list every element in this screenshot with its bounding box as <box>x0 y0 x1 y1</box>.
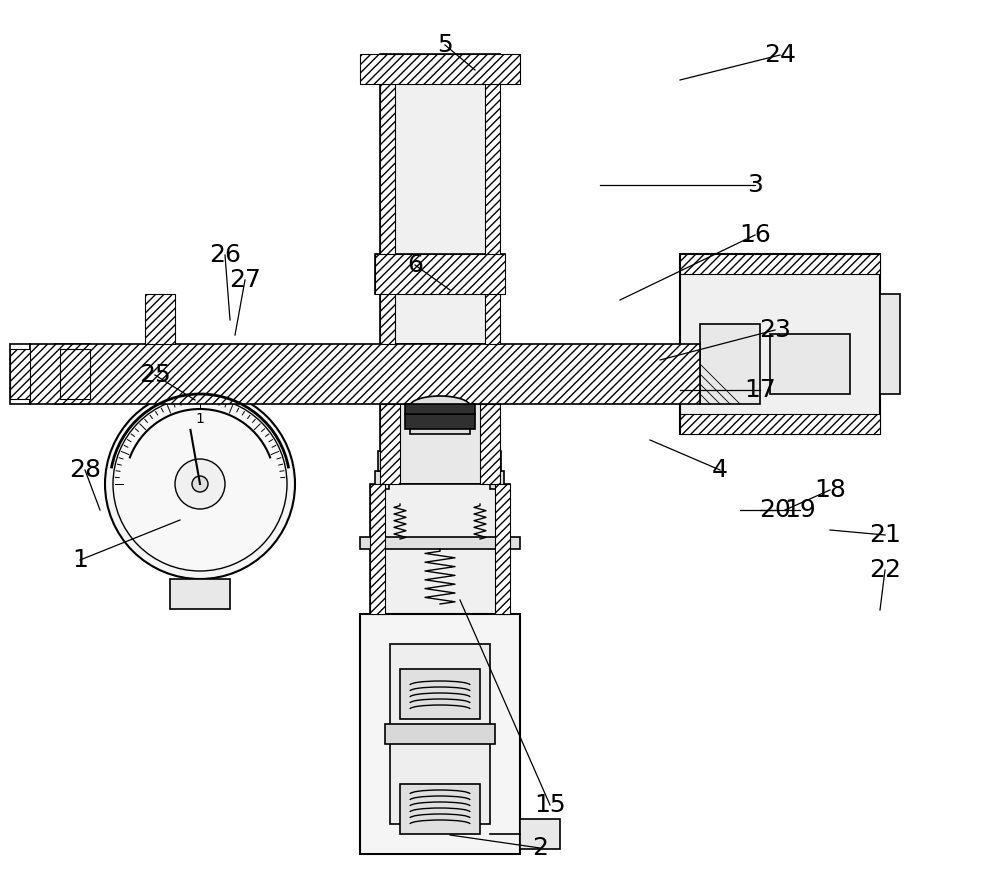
Text: 2: 2 <box>532 836 548 860</box>
Bar <box>45 356 685 392</box>
Bar <box>680 254 880 274</box>
Text: 25: 25 <box>139 363 171 387</box>
Bar <box>385 724 495 744</box>
Bar <box>380 404 500 484</box>
Bar <box>60 349 90 399</box>
Text: 27: 27 <box>229 268 261 292</box>
Bar <box>405 404 475 414</box>
Bar <box>680 414 880 434</box>
Bar <box>370 484 385 614</box>
Text: 5: 5 <box>437 33 453 57</box>
Bar <box>360 54 520 84</box>
Bar <box>60 349 90 399</box>
Bar <box>410 404 470 434</box>
Bar <box>680 414 880 434</box>
Text: 24: 24 <box>764 43 796 67</box>
Bar <box>10 349 30 399</box>
Bar <box>185 374 215 394</box>
Ellipse shape <box>410 396 470 416</box>
Text: 20: 20 <box>759 498 791 522</box>
Bar <box>360 54 520 84</box>
Bar <box>55 344 90 404</box>
Text: 6: 6 <box>407 253 423 277</box>
Bar <box>375 254 505 294</box>
Bar <box>700 324 760 404</box>
Bar <box>485 54 500 344</box>
Bar <box>400 669 480 719</box>
Bar <box>400 784 480 834</box>
Text: 19: 19 <box>784 498 816 522</box>
Bar <box>880 294 900 394</box>
Text: 16: 16 <box>739 223 771 247</box>
Text: 4: 4 <box>712 458 728 482</box>
Bar <box>485 54 500 344</box>
Bar <box>370 484 385 614</box>
Bar <box>380 404 400 484</box>
Text: 15: 15 <box>534 793 566 817</box>
Bar <box>680 254 880 274</box>
Text: 21: 21 <box>869 523 901 547</box>
Bar <box>10 349 30 399</box>
Bar <box>370 484 510 614</box>
Bar <box>375 254 505 294</box>
Bar <box>380 54 395 344</box>
Bar <box>10 344 30 404</box>
Bar <box>480 404 500 484</box>
Bar <box>30 344 700 404</box>
Bar <box>680 254 880 434</box>
Bar <box>480 404 500 484</box>
Bar <box>405 414 475 429</box>
Bar <box>145 294 175 344</box>
Bar <box>380 54 395 344</box>
Bar <box>380 404 400 484</box>
Bar <box>490 471 504 489</box>
Text: 1: 1 <box>72 548 88 572</box>
Bar <box>495 484 510 614</box>
Bar <box>145 294 175 344</box>
Text: 18: 18 <box>814 478 846 502</box>
Text: 23: 23 <box>759 318 791 342</box>
Bar <box>493 451 501 471</box>
Bar <box>360 537 520 549</box>
Bar <box>390 644 490 824</box>
Circle shape <box>192 476 208 492</box>
Circle shape <box>113 397 287 571</box>
Text: 3: 3 <box>747 173 763 197</box>
Circle shape <box>105 389 295 579</box>
Text: 26: 26 <box>209 243 241 267</box>
Bar <box>520 819 560 849</box>
Bar <box>30 344 700 404</box>
Bar <box>375 471 389 489</box>
Circle shape <box>175 459 225 509</box>
Bar <box>375 254 505 294</box>
Text: 1: 1 <box>196 412 204 426</box>
Bar <box>378 451 386 471</box>
Bar <box>770 334 850 394</box>
Bar <box>495 484 510 614</box>
Text: 22: 22 <box>869 558 901 582</box>
Bar <box>400 404 480 604</box>
Text: 28: 28 <box>69 458 101 482</box>
Text: 17: 17 <box>744 378 776 402</box>
Bar <box>380 54 500 344</box>
Bar <box>360 614 520 854</box>
Bar <box>170 579 230 609</box>
